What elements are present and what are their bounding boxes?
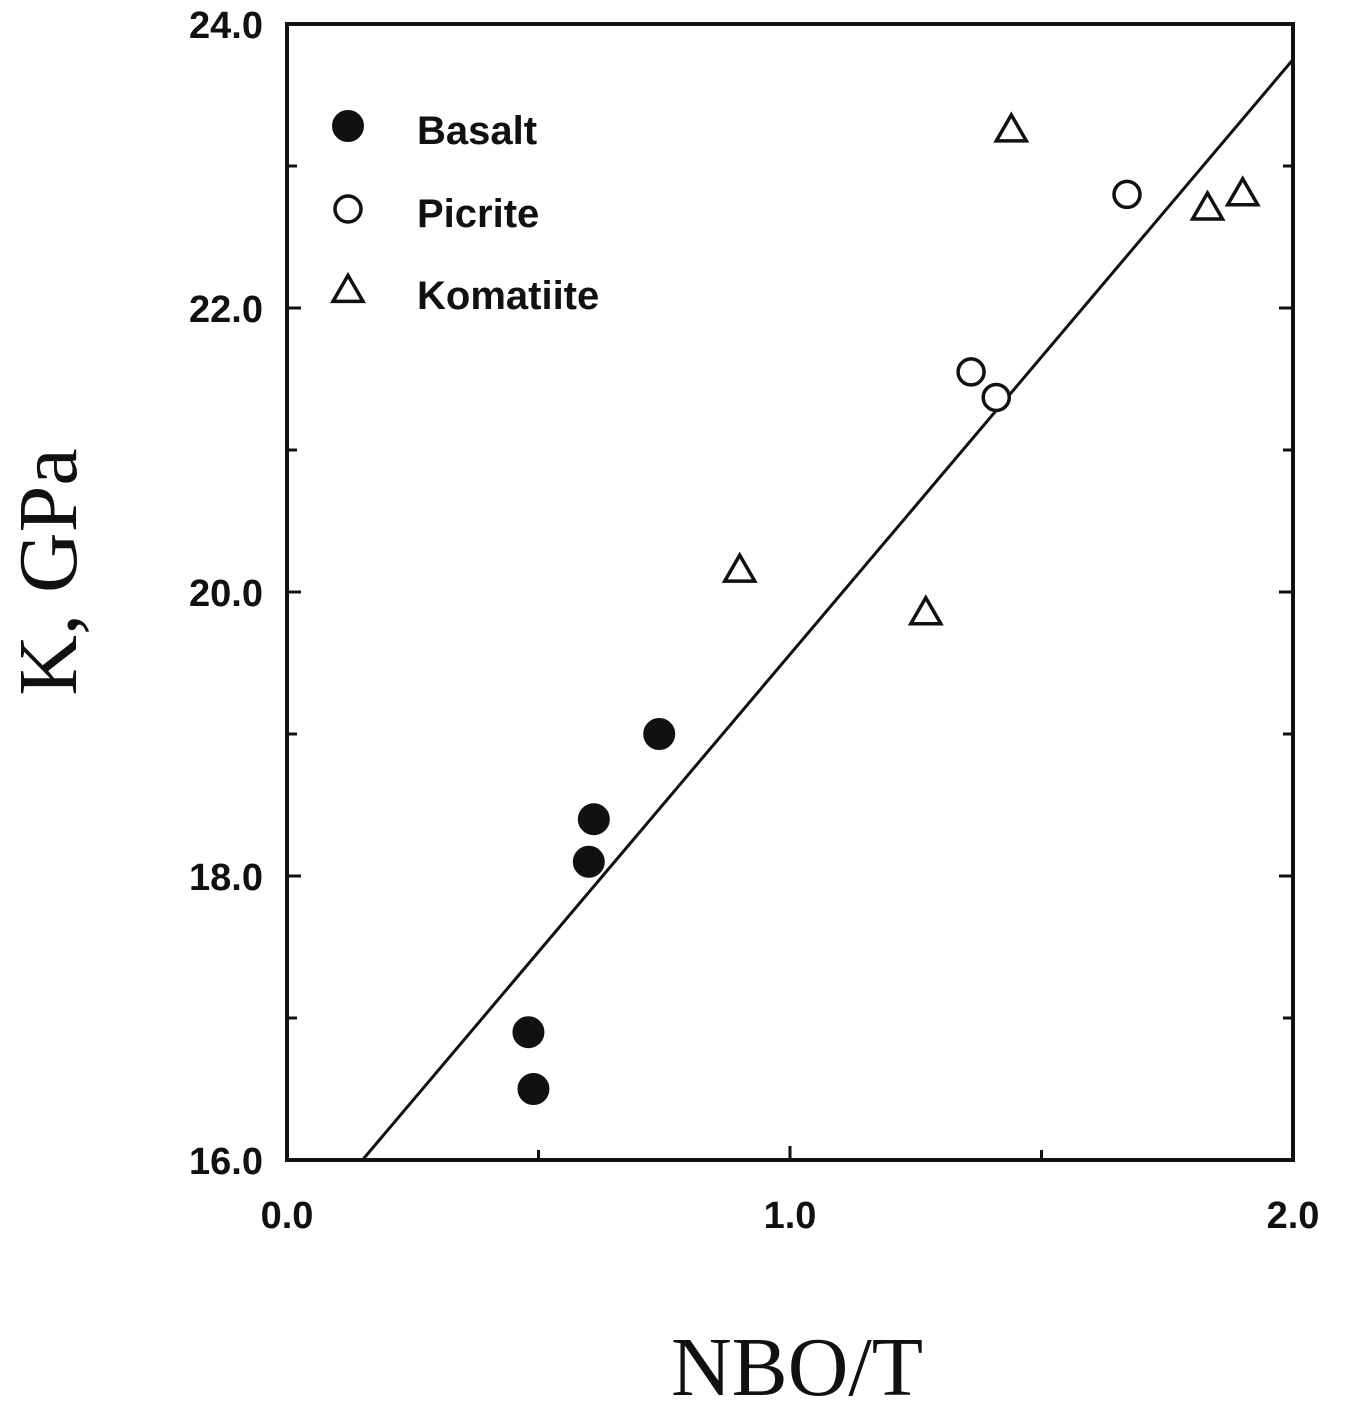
basalt-point [577,803,610,836]
x-tick-label: 2.0 [1267,1195,1320,1237]
legend: Basalt Picrite Komatiite [329,109,599,318]
x-tick-label: 0.0 [261,1195,314,1237]
x-axis-title: NBO/T [671,1321,923,1407]
y-tick-label: 24.0 [189,5,263,47]
y-tick-label: 22.0 [189,289,263,331]
komatiite-point [1224,175,1261,207]
komatiite-point [1189,189,1226,221]
legend-label-basalt: Basalt [417,109,537,153]
y-axis-title: K, GPa [2,448,95,695]
fit-line-layer [361,58,1295,1161]
x-tick-label: 1.0 [764,1195,817,1237]
komatiite-point [993,111,1030,143]
picrite-point [956,357,986,387]
basalt-point [512,1016,545,1049]
legend-marker-komatiite [329,271,367,304]
fit-line [361,58,1295,1161]
x-axis: 0.0 1.0 2.0 [261,1146,1320,1237]
data-points-layer [512,111,1261,1105]
komatiite-point [907,594,944,626]
y-tick-label: 16.0 [189,1141,263,1183]
legend-label-picrite: Picrite [417,192,539,236]
legend-marker-picrite [333,194,363,224]
komatiite-point [721,551,758,583]
legend-marker-basalt [332,110,364,142]
y-tick-label: 20.0 [189,573,263,615]
basalt-point [572,845,605,878]
basalt-point [643,718,676,750]
y-tick-label: 18.0 [189,857,263,899]
y-axis: 16.0 18.0 20.0 22.0 24.0 [189,5,1293,1183]
picrite-point [1112,179,1142,210]
picrite-point [981,382,1011,413]
basalt-point [517,1073,550,1105]
legend-label-komatiite: Komatiite [417,274,599,318]
